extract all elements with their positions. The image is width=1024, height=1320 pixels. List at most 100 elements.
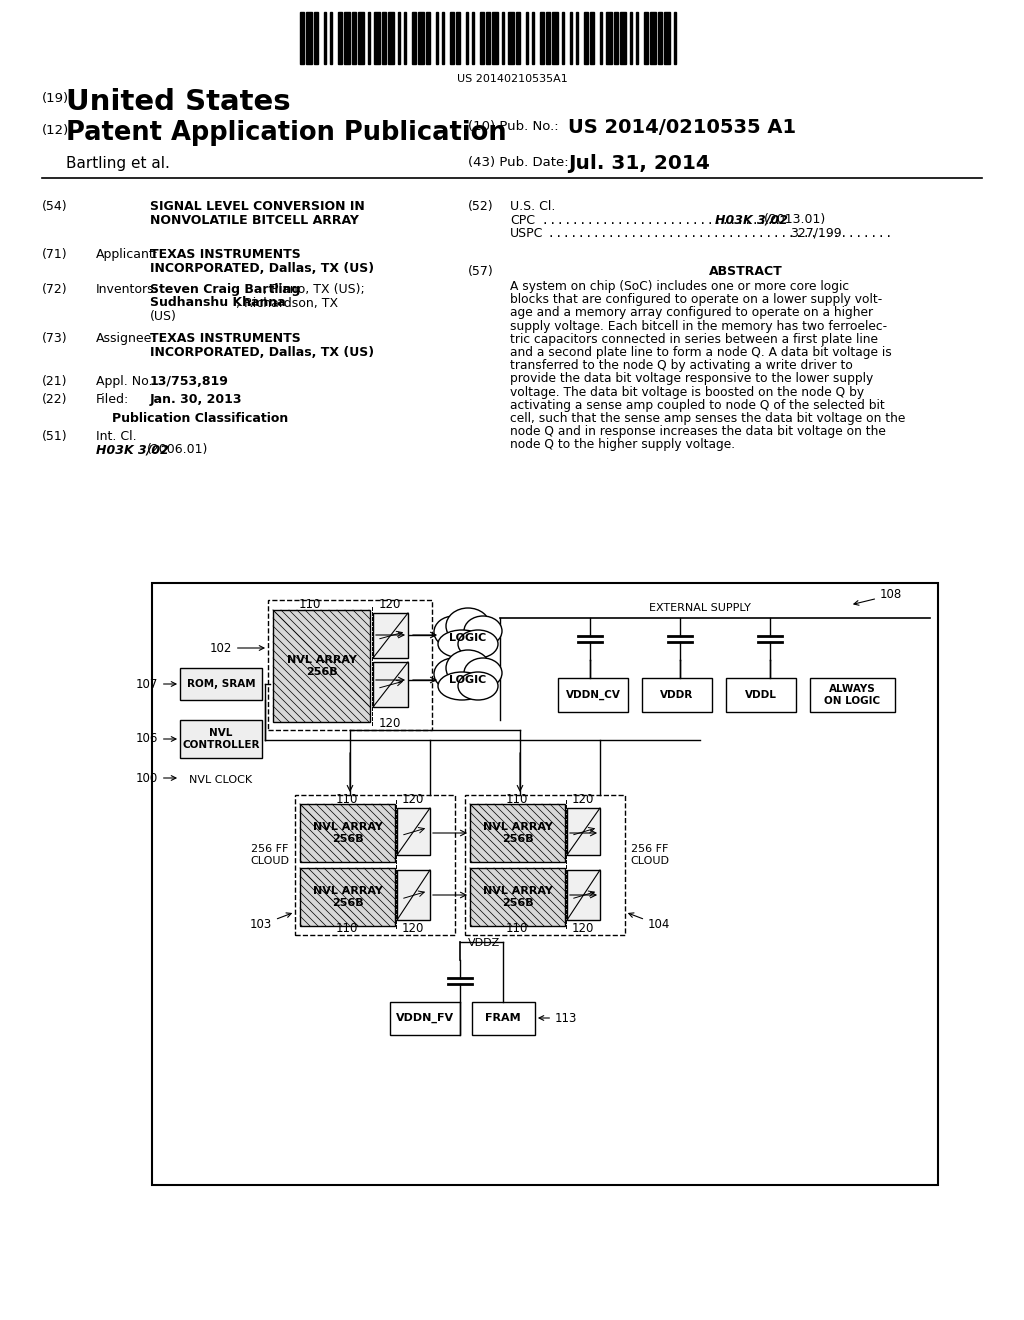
Text: NVL ARRAY
256B: NVL ARRAY 256B [287, 655, 356, 677]
Text: ALWAYS
ON LOGIC: ALWAYS ON LOGIC [824, 684, 881, 706]
Bar [180, 668, 262, 700]
Text: Applicant:: Applicant: [96, 248, 159, 261]
Bar [508, 12, 514, 63]
Text: LOGIC: LOGIC [450, 675, 486, 685]
Text: (2013.01): (2013.01) [760, 214, 825, 227]
Text: transferred to the node Q by activating a write driver to: transferred to the node Q by activating … [510, 359, 853, 372]
Ellipse shape [434, 657, 474, 690]
Text: Patent Application Publication: Patent Application Publication [66, 120, 507, 147]
Text: 113: 113 [539, 1011, 578, 1024]
Text: Jan. 30, 2013: Jan. 30, 2013 [150, 393, 243, 407]
Text: , Richardson, TX: , Richardson, TX [237, 297, 339, 309]
Bar [295, 795, 455, 935]
Text: 120: 120 [571, 793, 594, 807]
Text: A system on chip (SoC) includes one or more core logic: A system on chip (SoC) includes one or m… [510, 280, 849, 293]
Bar [620, 12, 626, 63]
Bar [152, 583, 938, 1185]
Text: provide the data bit voltage responsive to the lower supply: provide the data bit voltage responsive … [510, 372, 873, 385]
Bar [472, 1002, 535, 1035]
Bar [546, 12, 550, 63]
Bar [456, 12, 460, 63]
Ellipse shape [464, 657, 502, 688]
Bar [466, 12, 468, 63]
Text: 256 FF
CLOUD: 256 FF CLOUD [251, 845, 290, 866]
Text: node Q to the higher supply voltage.: node Q to the higher supply voltage. [510, 438, 735, 451]
Bar [614, 12, 618, 63]
Text: VDDL: VDDL [745, 690, 777, 700]
Bar [664, 12, 670, 63]
Bar [516, 12, 520, 63]
Text: ................................: ................................ [534, 214, 781, 227]
Bar [658, 12, 662, 63]
Text: VDDN_CV: VDDN_CV [565, 690, 621, 700]
Text: H03K 3/02: H03K 3/02 [715, 214, 787, 227]
Bar [352, 12, 356, 63]
Bar [492, 12, 498, 63]
Text: tric capacitors connected in series between a first plate line: tric capacitors connected in series betw… [510, 333, 878, 346]
Text: (2006.01): (2006.01) [146, 444, 208, 457]
Text: FRAM: FRAM [485, 1012, 521, 1023]
Text: Publication Classification: Publication Classification [112, 412, 288, 425]
Bar [358, 12, 364, 63]
Bar [300, 869, 395, 927]
Text: and a second plate line to form a node Q. A data bit voltage is: and a second plate line to form a node Q… [510, 346, 892, 359]
Ellipse shape [464, 616, 502, 645]
Text: Jul. 31, 2014: Jul. 31, 2014 [568, 154, 710, 173]
Text: blocks that are configured to operate on a lower supply volt-: blocks that are configured to operate on… [510, 293, 883, 306]
Text: USPC: USPC [510, 227, 544, 240]
Bar [426, 12, 430, 63]
Bar [412, 12, 416, 63]
Text: U.S. Cl.: U.S. Cl. [510, 201, 555, 213]
Text: 120: 120 [379, 717, 401, 730]
Bar [540, 12, 544, 63]
Text: ..............................................: ........................................… [540, 227, 893, 240]
Text: Assignee:: Assignee: [96, 333, 157, 345]
Ellipse shape [446, 609, 490, 644]
Ellipse shape [458, 630, 498, 657]
Bar [562, 12, 564, 63]
Bar [552, 12, 558, 63]
Bar [373, 612, 408, 657]
Text: VDDN_FV: VDDN_FV [396, 1012, 454, 1023]
Text: (52): (52) [468, 201, 494, 213]
Bar [606, 12, 612, 63]
Bar [442, 12, 444, 63]
Text: (US): (US) [150, 310, 177, 323]
Text: Inventors:: Inventors: [96, 282, 159, 296]
Bar [373, 663, 408, 708]
Text: Steven Craig Bartling: Steven Craig Bartling [150, 282, 300, 296]
Bar [436, 12, 438, 63]
Text: ABSTRACT: ABSTRACT [710, 265, 783, 279]
Text: INCORPORATED, Dallas, TX (US): INCORPORATED, Dallas, TX (US) [150, 261, 374, 275]
Text: TEXAS INSTRUMENTS: TEXAS INSTRUMENTS [150, 333, 301, 345]
Bar [306, 12, 312, 63]
Ellipse shape [438, 672, 486, 700]
Bar [470, 869, 565, 927]
Text: 103: 103 [250, 913, 291, 932]
Text: INCORPORATED, Dallas, TX (US): INCORPORATED, Dallas, TX (US) [150, 346, 374, 359]
Text: age and a memory array configured to operate on a higher: age and a memory array configured to ope… [510, 306, 873, 319]
Text: Bartling et al.: Bartling et al. [66, 156, 170, 172]
Text: 120: 120 [401, 793, 424, 807]
Bar [575, 12, 578, 63]
Bar [465, 795, 625, 935]
Text: ROM, SRAM: ROM, SRAM [186, 678, 255, 689]
Text: LOGIC: LOGIC [450, 634, 486, 643]
Bar [600, 12, 602, 63]
Bar [486, 12, 490, 63]
Text: (51): (51) [42, 430, 68, 444]
Bar [480, 12, 484, 63]
Bar [590, 12, 594, 63]
Text: 100: 100 [136, 771, 176, 784]
Bar [642, 678, 712, 711]
Bar [636, 12, 638, 63]
Text: NVL CLOCK: NVL CLOCK [189, 775, 253, 785]
Bar [314, 12, 318, 63]
Text: TEXAS INSTRUMENTS: TEXAS INSTRUMENTS [150, 248, 301, 261]
Text: 110: 110 [506, 793, 528, 807]
Bar [570, 12, 572, 63]
Text: VDDR: VDDR [660, 690, 693, 700]
Ellipse shape [434, 616, 474, 648]
Bar [273, 610, 370, 722]
Text: SIGNAL LEVEL CONVERSION IN: SIGNAL LEVEL CONVERSION IN [150, 201, 365, 213]
